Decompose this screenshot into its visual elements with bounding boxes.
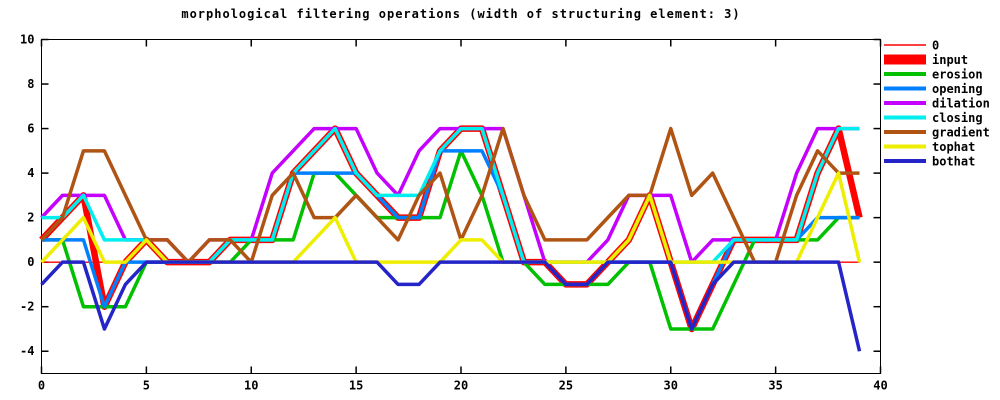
legend-item-gradient: gradient <box>884 126 990 140</box>
x-tick-label: 25 <box>559 379 573 393</box>
legend-item-0: 0 <box>884 39 939 53</box>
legend-label-erosion: erosion <box>932 68 983 82</box>
legend-label-tophat: tophat <box>932 140 975 154</box>
y-tick-label: 0 <box>27 255 34 269</box>
legend-label-input: input <box>932 53 968 67</box>
legend-item-erosion: erosion <box>884 68 983 82</box>
legend: 0inputerosionopeningdilationclosinggradi… <box>884 39 990 169</box>
legend-item-closing: closing <box>884 111 983 125</box>
y-tick-label: 2 <box>27 211 34 225</box>
y-tick-label: 8 <box>27 77 34 91</box>
series-line-input <box>39 125 863 333</box>
legend-label-gradient: gradient <box>932 126 990 140</box>
x-tick-label: 5 <box>143 379 150 393</box>
x-tick-label: 30 <box>664 379 678 393</box>
x-tick-label: 40 <box>873 379 887 393</box>
series-line-bothat <box>40 260 862 352</box>
legend-item-dilation: dilation <box>884 97 990 111</box>
x-tick-label: 20 <box>454 379 468 393</box>
x-tick-label: 15 <box>349 379 363 393</box>
legend-item-input: input <box>884 53 968 67</box>
x-tick-label: 0 <box>38 379 45 393</box>
y-tick-label: 4 <box>27 166 34 180</box>
legend-label-0: 0 <box>932 39 939 53</box>
x-tick-label: 35 <box>768 379 782 393</box>
legend-item-opening: opening <box>884 82 983 96</box>
legend-item-tophat: tophat <box>884 140 975 154</box>
chart-title: morphological filtering operations (widt… <box>181 7 740 21</box>
plot-series <box>39 125 863 352</box>
x-tick-label: 10 <box>244 379 258 393</box>
y-tick-label: -4 <box>20 344 34 358</box>
plot-frame: 0 5 10 15 20 25 30 35 40 -4 -2 0 2 4 6 8 10 <box>20 33 888 393</box>
y-tick-label: -2 <box>20 300 34 314</box>
plot-border <box>41 39 881 374</box>
legend-label-opening: opening <box>932 82 983 96</box>
legend-item-bothat: bothat <box>884 155 975 169</box>
legend-label-closing: closing <box>932 111 983 125</box>
y-tick-label: 6 <box>27 122 34 136</box>
legend-label-dilation: dilation <box>932 97 990 111</box>
series-line-gradient <box>40 126 860 264</box>
legend-label-bothat: bothat <box>932 155 975 169</box>
y-tick-label: 10 <box>20 33 34 47</box>
